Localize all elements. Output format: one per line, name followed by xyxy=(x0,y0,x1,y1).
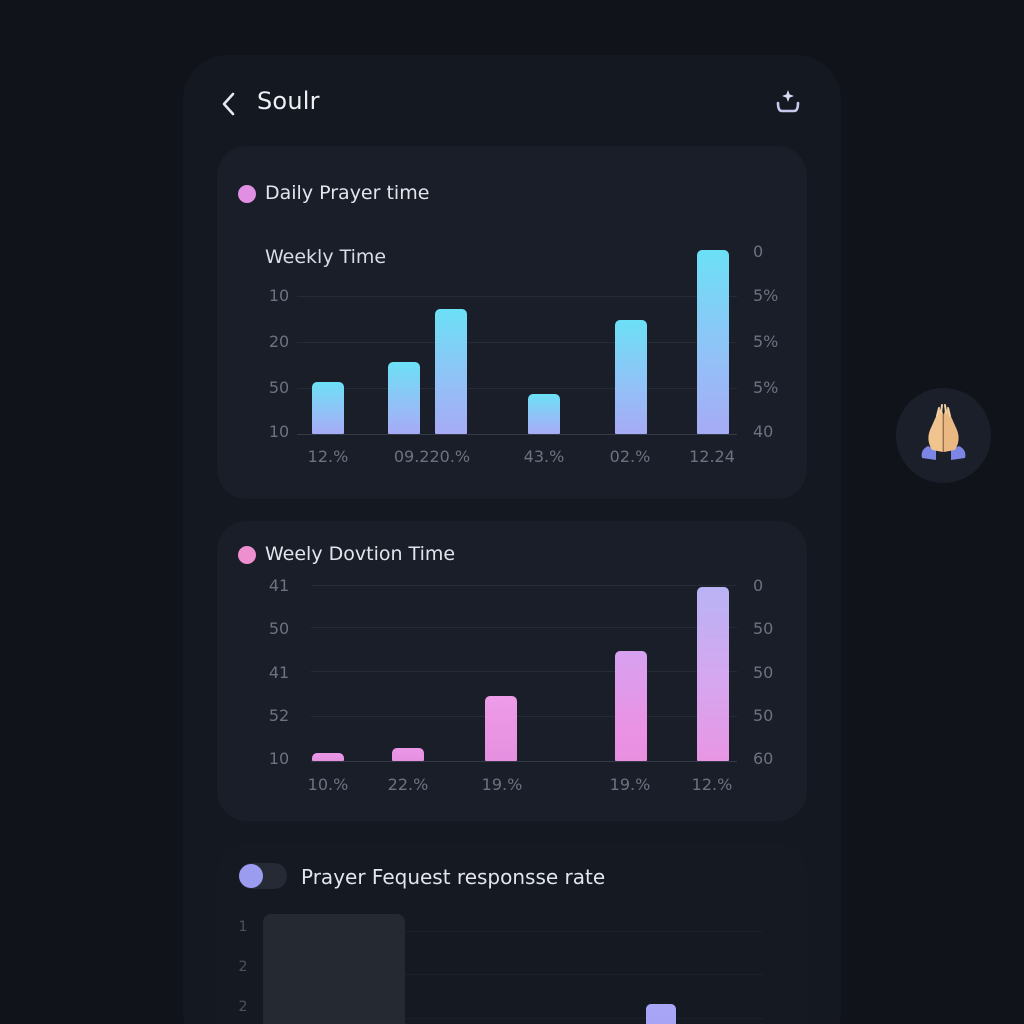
gridline xyxy=(311,627,737,628)
y-tick-right: 50 xyxy=(753,619,774,638)
sparkle-tray-icon[interactable] xyxy=(773,87,803,117)
y-tick-left: 41 xyxy=(268,663,290,682)
legend-dot xyxy=(238,546,256,564)
y-tick-left: 10 xyxy=(268,286,290,305)
y-tick-left: 2 xyxy=(238,999,248,1015)
y-tick-right: 5% xyxy=(753,332,779,351)
x-axis-line xyxy=(311,761,737,762)
praying-hands-icon xyxy=(921,404,966,460)
y-tick-left: 50 xyxy=(268,378,290,397)
chart-subtitle: Weekly Time xyxy=(265,246,387,268)
bar xyxy=(312,382,344,434)
y-tick-right: 0 xyxy=(753,242,764,261)
y-tick-left: 10 xyxy=(268,749,290,768)
weekly-devotion-card: Weely Dovtion Time 41 50 41 52 10 0 50 50 50 60 10… xyxy=(217,521,807,821)
y-tick-right: 0 xyxy=(753,576,764,595)
bar xyxy=(528,394,560,434)
y-tick-left: 41 xyxy=(268,576,290,595)
y-tick-left: 50 xyxy=(268,619,290,638)
x-tick-label: 43.% xyxy=(523,447,565,466)
card-title: Daily Prayer time xyxy=(265,182,430,204)
bar xyxy=(312,753,344,761)
x-tick-label: 12.% xyxy=(307,447,349,466)
bar xyxy=(646,1004,676,1024)
bar xyxy=(615,320,647,434)
x-tick-label: 12.% xyxy=(691,775,733,794)
x-axis-line xyxy=(297,434,737,435)
y-tick-left: 20 xyxy=(268,332,290,351)
y-tick-right: 5% xyxy=(753,286,779,305)
toggle-knob xyxy=(239,864,263,888)
x-tick-label: 09.220.% xyxy=(393,447,471,466)
y-tick-right: 5% xyxy=(753,378,779,397)
x-tick-label: 12.24 xyxy=(689,447,735,466)
gridline xyxy=(263,931,763,932)
y-tick-left: 52 xyxy=(268,706,290,725)
prayer-request-card: Prayer Fequest responsse rate 1 2 2 xyxy=(217,843,807,1024)
gridline xyxy=(297,342,737,343)
gridline xyxy=(311,671,737,672)
card-title: Weely Dovtion Time xyxy=(265,543,456,565)
chevron-left-icon[interactable] xyxy=(219,91,239,117)
gridline xyxy=(263,1018,763,1019)
bar xyxy=(697,587,729,761)
gridline xyxy=(297,388,737,389)
x-tick-label: 19.% xyxy=(481,775,523,794)
bar xyxy=(697,250,729,434)
prayer-fab-button[interactable] xyxy=(896,388,991,483)
gridline xyxy=(311,716,737,717)
app-title: Soulr xyxy=(257,87,320,115)
x-tick-label: 10.% xyxy=(307,775,349,794)
daily-prayer-card: Daily Prayer time Weekly Time 10 20 50 10 0 5… xyxy=(217,146,807,499)
y-tick-left: 2 xyxy=(238,959,248,975)
bar xyxy=(485,696,517,761)
bar xyxy=(388,362,420,434)
legend-dot xyxy=(238,185,256,203)
bar xyxy=(435,309,467,434)
y-tick-right: 40 xyxy=(753,422,774,441)
response-rate-toggle[interactable] xyxy=(239,863,287,889)
bar xyxy=(392,748,424,761)
y-tick-left: 10 xyxy=(268,422,290,441)
y-tick-right: 60 xyxy=(753,749,774,768)
y-tick-right: 50 xyxy=(753,663,774,682)
highlight-bar xyxy=(263,914,405,1024)
bar xyxy=(615,651,647,761)
x-tick-label: 22.% xyxy=(387,775,429,794)
gridline xyxy=(263,974,763,975)
app-header: Soulr xyxy=(183,55,841,150)
gridline xyxy=(311,585,737,586)
x-tick-label: 19.% xyxy=(609,775,651,794)
card-title: Prayer Fequest responsse rate xyxy=(301,865,606,889)
app-panel: Soulr Daily Prayer time Weekly Time 10 20… xyxy=(183,55,841,1024)
y-tick-right: 50 xyxy=(753,706,774,725)
x-tick-label: 02.% xyxy=(609,447,651,466)
y-tick-left: 1 xyxy=(238,919,248,935)
gridline xyxy=(297,296,737,297)
